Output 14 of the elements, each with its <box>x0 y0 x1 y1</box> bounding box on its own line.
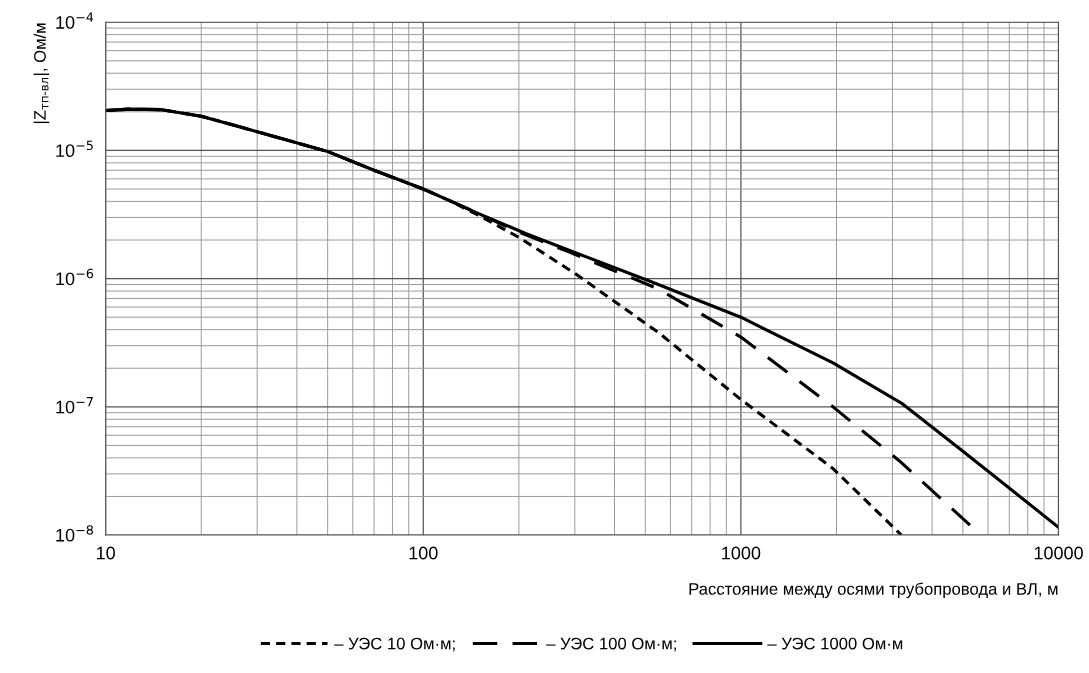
y-axis-title: |Z$_{тп-вл}$|, Ом/м <box>33 23 50 124</box>
x-tick-label: 10000 <box>1034 546 1083 560</box>
y-tick-label: 10$^{−8}$ <box>56 525 93 542</box>
y-tick-label: 10$^{−5}$ <box>56 140 93 158</box>
x-tick-label: 10 <box>96 546 115 560</box>
x-tick-label: 100 <box>409 546 438 560</box>
legend-label: – УЭС 10 Ом·м; <box>334 637 455 652</box>
legend-label: – УЭС 1000 Ом·м <box>767 637 903 650</box>
y-tick-label: 10$^{−4}$ <box>56 12 94 29</box>
y-tick-label: 10$^{−6}$ <box>56 268 94 286</box>
x-axis-title: Расстояние между осями трубопровода и ВЛ, м <box>689 582 1058 599</box>
legend-label: – УЭС 100 Ом·м; <box>546 637 676 652</box>
x-tick-label: 1000 <box>722 546 761 560</box>
y-tick-label: 10$^{−7}$ <box>56 397 93 414</box>
